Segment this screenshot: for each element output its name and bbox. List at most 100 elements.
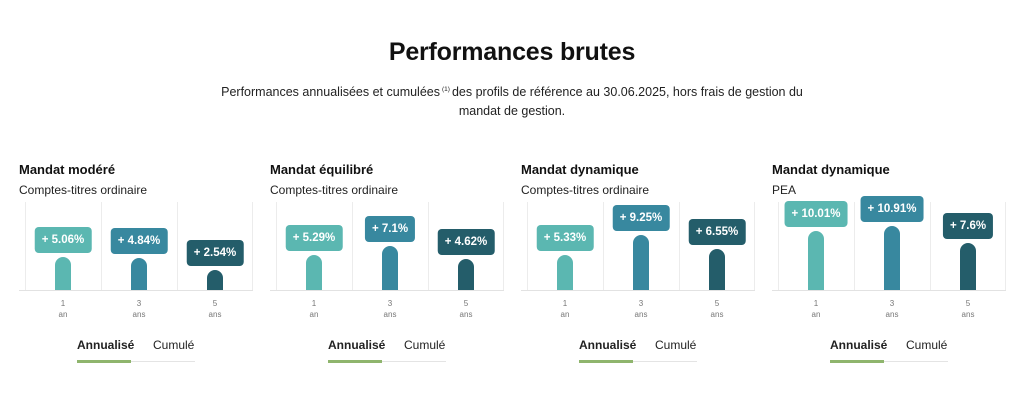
chart-gridline [854,202,855,290]
performance-card: Mandat dynamique PEA + 10.01% 1 an + 10.91% 3 a… [772,162,1006,363]
tab-cumule[interactable]: Cumulé [153,338,195,352]
value-label: + 7.6% [942,213,994,239]
chart-bar [960,243,976,290]
value-label: + 5.06% [34,227,92,253]
chart-baseline [270,290,504,291]
card-title: Mandat dynamique [521,162,639,177]
chart-bar [808,231,824,290]
chart-gridline [276,202,277,290]
chart-bar [207,270,223,290]
chart-bar [633,235,649,290]
chart-gridline [1005,202,1006,290]
chart-gridline [778,202,779,290]
card-subtitle: Comptes-titres ordinaire [19,183,148,197]
view-toggle-tabs: Annualisé Cumulé [328,338,446,363]
chart-bar [458,259,474,290]
tab-annualise[interactable]: Annualisé [579,338,637,352]
tab-annualise[interactable]: Annualisé [328,338,386,352]
value-label: + 9.25% [612,205,670,231]
chart-baseline [521,290,755,291]
x-tick-label: 5 ans [446,298,486,320]
value-label: + 5.29% [285,225,343,251]
tick-unit: an [309,310,319,319]
view-toggle-tabs: Annualisé Cumulé [77,338,195,363]
tick-unit: ans [459,310,473,319]
value-label: + 10.91% [860,196,924,222]
card-subtitle: Comptes-titres ordinaire [270,183,399,197]
tab-cumule[interactable]: Cumulé [655,338,697,352]
card-title: Mandat modéré [19,162,116,177]
value-label: + 4.84% [110,228,168,254]
tick-number: 3 [889,299,895,308]
x-tick-label: 5 ans [697,298,737,320]
view-toggle-tabs: Annualisé Cumulé [830,338,948,363]
tab-annualise[interactable]: Annualisé [77,338,135,352]
tick-unit: ans [961,310,975,319]
chart-gridline [101,202,102,290]
tab-cumule[interactable]: Cumulé [404,338,446,352]
chart-bar [557,255,573,290]
tick-number: 1 [813,299,819,308]
bar-chart: + 5.06% 1 an + 4.84% 3 ans + 2.54% 5 ans [19,202,253,320]
performance-card: Mandat dynamique Comptes-titres ordinaire… [521,162,755,363]
tick-unit: an [58,310,68,319]
x-tick-label: 5 ans [948,298,988,320]
tick-number: 1 [562,299,568,308]
card-title: Mandat dynamique [772,162,890,177]
value-label: + 4.62% [437,229,495,255]
tick-unit: ans [710,310,724,319]
tick-unit: ans [132,310,146,319]
tick-number: 5 [965,299,971,308]
chart-gridline [428,202,429,290]
active-tab-indicator [830,360,884,363]
chart-gridline [930,202,931,290]
page-title: Performances brutes [388,38,636,66]
chart-bar [55,257,71,290]
tick-unit: ans [634,310,648,319]
chart-gridline [679,202,680,290]
chart-bar [131,258,147,290]
chart-bar [709,249,725,290]
bar-chart: + 10.01% 1 an + 10.91% 3 ans + 7.6% 5 ans [772,196,1006,320]
value-label: + 10.01% [784,201,848,227]
tick-unit: ans [383,310,397,319]
value-label: + 6.55% [688,219,746,245]
chart-gridline [177,202,178,290]
tick-unit: ans [208,310,222,319]
bar-chart: + 5.33% 1 an + 9.25% 3 ans + 6.55% 5 ans [521,202,755,320]
x-tick-label: 5 ans [195,298,235,320]
tab-cumule[interactable]: Cumulé [906,338,948,352]
chart-gridline [527,202,528,290]
view-toggle-tabs: Annualisé Cumulé [579,338,697,363]
x-tick-label: 3 ans [621,298,661,320]
tick-unit: ans [885,310,899,319]
tick-number: 1 [311,299,317,308]
tick-number: 3 [387,299,393,308]
value-label: + 2.54% [186,240,244,266]
chart-bar [884,226,900,290]
card-title: Mandat équilibré [270,162,374,177]
x-tick-label: 1 an [43,298,83,320]
card-subtitle: Comptes-titres ordinaire [521,183,650,197]
tick-number: 3 [638,299,644,308]
performance-card: Mandat équilibré Comptes-titres ordinaire… [270,162,504,363]
x-tick-label: 1 an [545,298,585,320]
x-tick-label: 1 an [796,298,836,320]
chart-baseline [19,290,253,291]
tick-number: 5 [212,299,218,308]
chart-gridline [25,202,26,290]
tick-unit: an [560,310,570,319]
tick-number: 5 [463,299,469,308]
chart-gridline [252,202,253,290]
chart-gridline [352,202,353,290]
active-tab-indicator [328,360,382,363]
active-tab-indicator [579,360,633,363]
tab-annualise[interactable]: Annualisé [830,338,888,352]
footnote-marker: (1) [442,86,450,93]
active-tab-indicator [77,360,131,363]
page-subtitle: Performances annualisées et cumulées (1) d… [220,80,804,121]
chart-gridline [503,202,504,290]
performance-card: Mandat modéré Comptes-titres ordinaire + 5… [19,162,253,363]
chart-gridline [754,202,755,290]
value-label: + 5.33% [536,225,594,251]
